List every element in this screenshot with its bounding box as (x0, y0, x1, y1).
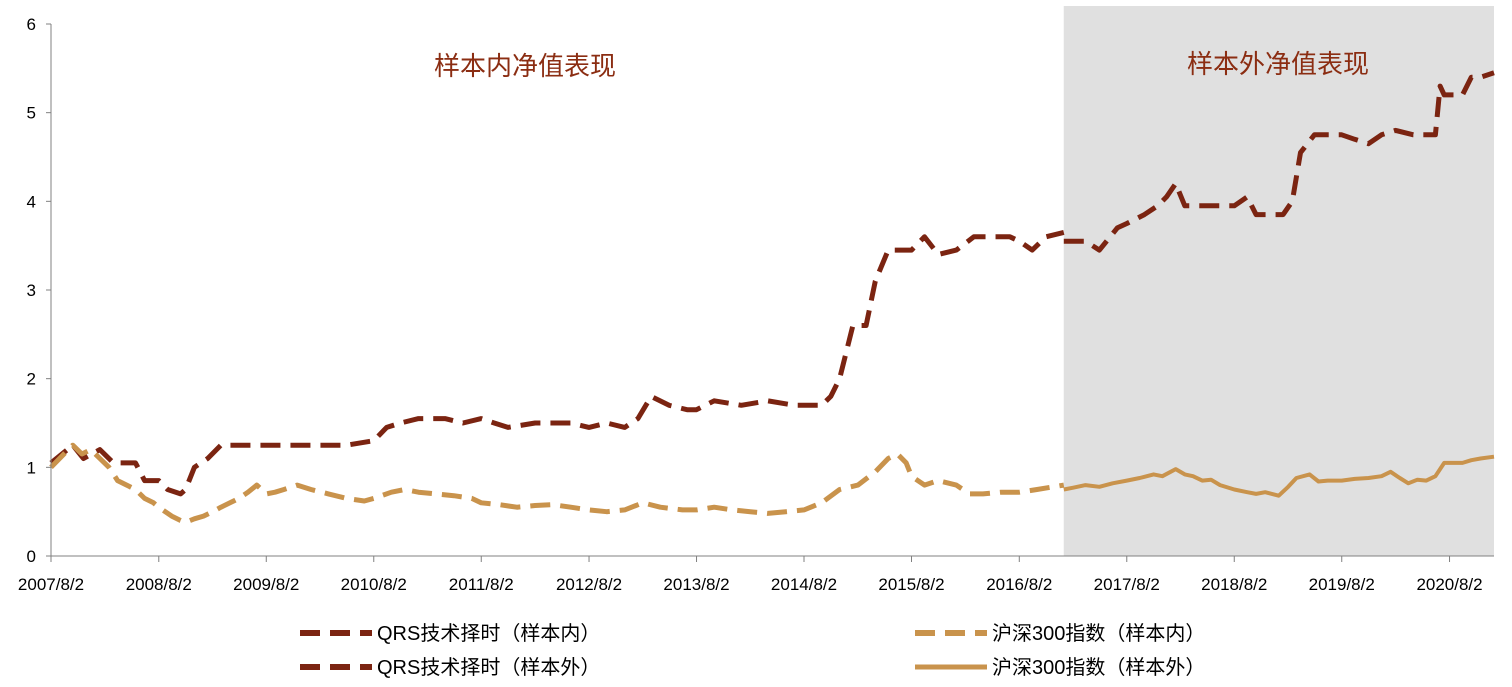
series-line-qrs-out-of-sample (1063, 70, 1495, 253)
x-tick-label: 2016/8/2 (986, 575, 1052, 594)
x-tick-label: 2018/8/2 (1201, 575, 1267, 594)
legend-label-hs300-out-of-sample: 沪深300指数（样本外） (992, 656, 1205, 679)
x-tick-label: 2019/8/2 (1309, 575, 1375, 594)
x-tick-label: 2009/8/2 (233, 575, 299, 594)
x-tick-label: 2014/8/2 (771, 575, 837, 594)
in-sample-annotation: 样本内净值表现 (434, 52, 616, 82)
out-of-sample-annotation: 样本外净值表现 (1187, 50, 1369, 80)
x-tick-label: 2015/8/2 (878, 575, 944, 594)
x-tick-label: 2007/8/2 (18, 575, 84, 594)
legend: QRS技术择时（样本内） QRS技术择时（样本外） 沪深300指数（样本内） 沪… (300, 622, 1205, 679)
series-line-hs300-in-sample (49, 442, 1065, 525)
legend-label-qrs-out-of-sample: QRS技术择时（样本外） (377, 656, 600, 679)
legend-label-qrs-in-sample: QRS技术择时（样本内） (377, 622, 600, 645)
y-tick-label: 1 (27, 458, 36, 477)
x-tick-label: 2017/8/2 (1094, 575, 1160, 594)
x-tick-label: 2010/8/2 (341, 575, 407, 594)
x-tick-label: 2013/8/2 (663, 575, 729, 594)
series-line-qrs-in-sample (49, 229, 1065, 497)
y-tick-label: 6 (27, 15, 36, 34)
x-tick-label: 2011/8/2 (449, 575, 514, 594)
y-axis-ticks: 0 1 2 3 4 5 6 (27, 15, 51, 566)
legend-item-qrs-out-of-sample: QRS技术择时（样本外） (300, 656, 600, 679)
series-layer (49, 70, 1495, 525)
x-axis-ticks: 2007/8/2 2008/8/2 2009/8/2 2010/8/2 2011/8/2… (18, 556, 1483, 594)
y-tick-label: 4 (27, 192, 36, 211)
y-tick-label: 2 (27, 370, 36, 389)
x-tick-label: 2012/8/2 (556, 575, 622, 594)
y-tick-label: 0 (27, 547, 36, 566)
legend-label-hs300-in-sample: 沪深300指数（样本内） (992, 622, 1205, 645)
y-tick-label: 3 (27, 281, 36, 300)
legend-item-hs300-out-of-sample: 沪深300指数（样本外） (915, 656, 1205, 679)
legend-item-hs300-in-sample: 沪深300指数（样本内） (915, 622, 1205, 645)
y-tick-label: 5 (27, 104, 36, 123)
series-line-hs300-out-of-sample (1063, 454, 1495, 498)
x-tick-label: 2008/8/2 (126, 575, 192, 594)
legend-item-qrs-in-sample: QRS技术择时（样本内） (300, 622, 600, 645)
x-tick-label: 2020/8/2 (1416, 575, 1482, 594)
out-of-sample-shading (1063, 6, 1494, 556)
